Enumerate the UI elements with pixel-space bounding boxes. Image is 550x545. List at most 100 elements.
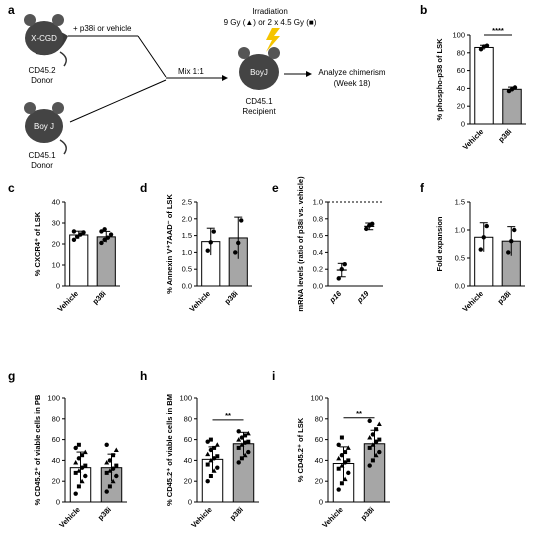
y-tick-label: 60: [315, 435, 323, 444]
y-tick-label: 30: [52, 219, 60, 228]
panel-label-g: g: [8, 369, 15, 383]
data-point-p38i: [246, 439, 251, 444]
y-tick-label: 0.5: [182, 265, 192, 274]
chart-panel-i: i 0 20 40 60 80 100 % CD45.2⁺ of LSK Vehicle p38i…: [272, 369, 390, 530]
data-point-Vehicle: [342, 460, 348, 465]
data-point-p38i: [107, 458, 113, 463]
boyj-cd45-label: CD45.1: [28, 151, 56, 160]
data-point-p19: [364, 226, 369, 232]
data-point-Vehicle: [484, 223, 489, 229]
recipient-cd45-label: CD45.1: [245, 97, 273, 106]
y-tick-label: 1.5: [182, 231, 192, 240]
y-tick-label: 0.6: [313, 231, 323, 240]
data-point-Vehicle: [478, 247, 483, 252]
data-point-Vehicle: [208, 437, 213, 442]
data-point-p38i: [373, 439, 379, 444]
schematic-panel-a: a X-CGD CD45.2 Donor Boy J CD45.1 Donor …: [8, 3, 386, 170]
bar-Vehicle: [474, 46, 494, 125]
data-point-Vehicle: [343, 450, 348, 455]
data-point-Vehicle: [83, 463, 88, 468]
data-point-p38i: [367, 463, 372, 468]
panel-label-f: f: [420, 181, 425, 195]
data-point-p38i: [512, 227, 517, 233]
data-point-Vehicle: [205, 248, 210, 253]
data-point-p38i: [107, 484, 112, 489]
category-label-p38i: p38i: [223, 289, 240, 306]
data-point-p16: [342, 261, 347, 267]
category-label-p38i: p38i: [496, 127, 513, 144]
bar-p38i: [502, 88, 522, 125]
mouse-xcgd-label: X-CGD: [31, 34, 57, 43]
y-tick-label: 100: [452, 31, 465, 40]
significance-label: ****: [492, 26, 504, 35]
panel-label-d: d: [140, 181, 147, 195]
data-point-p38i: [370, 458, 375, 463]
mix-arrowhead-icon: [222, 75, 228, 81]
y-tick-label: 20: [315, 477, 323, 486]
y-axis-label: % CD45.2⁺ of viable cells in BM: [165, 394, 174, 506]
mouse-recipient-label: BoyJ: [250, 68, 268, 77]
y-axis-label: % CD45.2⁺ of viable cells in PB: [33, 394, 42, 505]
panel-label-e: e: [272, 181, 279, 195]
data-point-Vehicle: [78, 232, 83, 237]
data-point-p38i: [377, 449, 382, 455]
y-tick-label: 80: [52, 414, 60, 423]
mouse-recipient-icon: [238, 47, 280, 90]
y-tick-label: 1.5: [455, 198, 465, 207]
data-point-Vehicle: [339, 463, 345, 468]
y-tick-label: 0: [188, 498, 192, 507]
analyze-label: Analyze chimerism: [318, 68, 385, 77]
data-point-p38i: [239, 442, 245, 447]
y-tick-label: 80: [315, 414, 323, 423]
data-point-Vehicle: [345, 445, 351, 450]
data-point-p38i: [373, 452, 379, 458]
data-point-p38i: [242, 440, 248, 445]
category-label-p38i: p38i: [359, 505, 376, 522]
y-tick-label: 10: [52, 261, 60, 270]
data-point-p38i: [99, 229, 104, 234]
y-tick-label: 0.8: [313, 214, 323, 223]
data-point-p38i: [374, 427, 379, 432]
y-axis-label: mRNA levels (ratio of p38i vs. vehicle): [296, 176, 305, 312]
data-point-Vehicle: [205, 479, 210, 484]
category-label-Vehicle: Vehicle: [461, 127, 486, 152]
chart-panel-f: f 0.0 0.5 1.0 1.5 Fold expansion Vehicle p38i: [420, 181, 525, 314]
data-point-p19: [370, 221, 375, 227]
data-point-Vehicle: [211, 456, 217, 461]
data-point-p38i: [377, 437, 382, 442]
data-point-Vehicle: [339, 481, 344, 486]
data-point-p38i: [110, 466, 116, 471]
data-point-Vehicle: [214, 442, 220, 447]
y-tick-label: 60: [184, 435, 192, 444]
chart-panel-b: b 0 20 40 60 80 100 % phospho-p38 of LSK Vehicle…: [420, 3, 526, 152]
data-point-Vehicle: [339, 453, 345, 458]
analyze-arrowhead-icon: [306, 71, 312, 77]
data-point-p38i: [512, 85, 518, 90]
merge-arrow-lines: [69, 35, 167, 123]
data-point-p38i: [107, 468, 113, 473]
data-point-Vehicle: [215, 465, 220, 470]
data-point-p38i: [104, 470, 109, 475]
panel-label-i: i: [272, 369, 275, 383]
data-point-Vehicle: [212, 445, 217, 450]
recipient-label: Recipient: [242, 107, 276, 116]
y-tick-label: 0: [56, 498, 60, 507]
data-point-Vehicle: [73, 470, 78, 475]
y-axis-label: % CXCR4⁺ of LSK: [33, 211, 42, 276]
data-point-p38i: [102, 227, 107, 232]
y-tick-label: 20: [52, 240, 60, 249]
data-point-Vehicle: [346, 470, 351, 476]
y-tick-label: 0.5: [455, 254, 465, 263]
data-point-Vehicle: [71, 237, 77, 242]
y-tick-label: 1.0: [313, 198, 323, 207]
data-point-Vehicle: [336, 487, 341, 492]
data-point-Vehicle: [83, 473, 88, 479]
data-point-Vehicle: [478, 47, 484, 52]
significance-label: **: [225, 411, 231, 420]
y-axis-label: % phospho-p38 of LSK: [435, 38, 444, 121]
lightning-icon: [266, 28, 280, 52]
mouse-boyj-donor-icon: [24, 102, 67, 155]
data-point-p38i: [236, 437, 242, 442]
data-point-p38i: [104, 459, 110, 465]
irradiation-title: Irradiation: [252, 7, 288, 16]
